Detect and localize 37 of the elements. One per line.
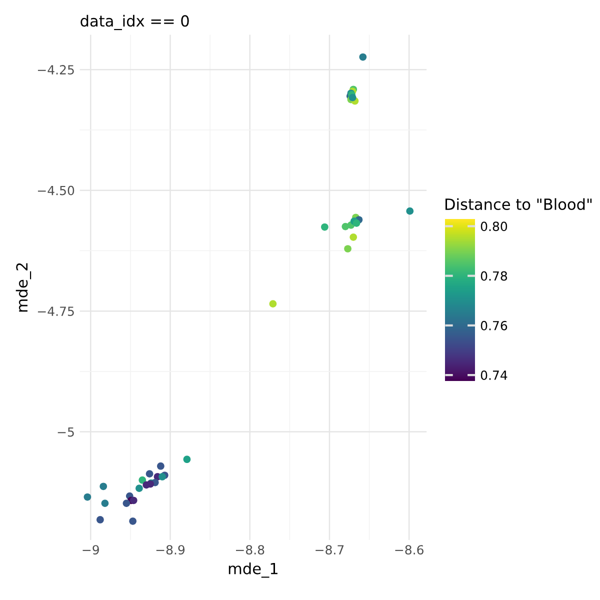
point <box>269 300 277 308</box>
point <box>146 470 154 478</box>
y-tick-label: −4.50 <box>38 186 74 196</box>
point <box>138 476 146 484</box>
point <box>101 500 109 507</box>
color-bar-label: 0.76 <box>480 320 508 330</box>
point <box>359 53 367 61</box>
point <box>130 496 138 504</box>
point <box>158 473 166 480</box>
point <box>100 482 108 490</box>
point <box>406 207 414 215</box>
x-tick-label: −9 <box>82 545 99 555</box>
y-tick-label: −5 <box>58 427 74 437</box>
point <box>344 245 352 252</box>
point <box>122 500 130 507</box>
point <box>183 456 191 464</box>
point <box>84 493 92 501</box>
point <box>350 233 358 241</box>
y-tick-label: −4.25 <box>38 65 74 74</box>
x-tick-label: −8.9 <box>156 545 185 555</box>
chart-title: data_idx == 0 <box>80 14 189 30</box>
x-tick-label: −8.7 <box>316 545 344 555</box>
color-bar-label: 0.80 <box>480 222 508 232</box>
point <box>96 516 104 524</box>
y-axis-title: mde_2 <box>16 263 32 312</box>
x-axis-title: mde_1 <box>228 562 278 578</box>
point <box>352 219 360 227</box>
color-bar-label: 0.74 <box>480 370 508 380</box>
point <box>321 223 328 231</box>
x-tick-label: −8.6 <box>395 545 424 555</box>
x-tick-label: −8.8 <box>236 545 264 555</box>
point <box>129 517 136 525</box>
point <box>136 484 143 492</box>
point <box>157 462 164 470</box>
y-tick-label: −4.75 <box>38 306 74 316</box>
color-bar-label: 0.78 <box>480 271 508 281</box>
color-bar-title: Distance to "Blood" <box>446 198 592 210</box>
